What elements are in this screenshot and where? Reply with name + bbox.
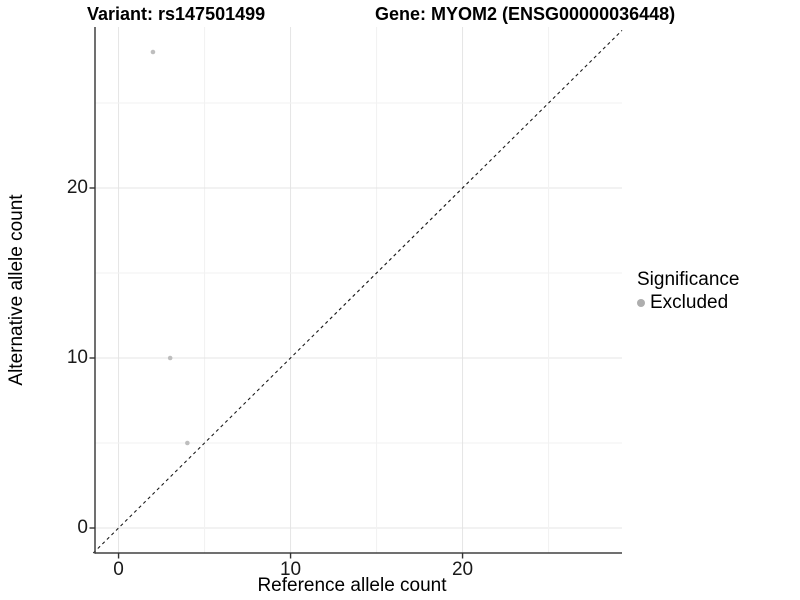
y-tick-label: 20 <box>66 176 88 198</box>
data-point <box>150 49 156 55</box>
legend-title: Significance <box>637 269 740 290</box>
legend-items: Excluded <box>637 292 739 314</box>
x-tick-label: 20 <box>451 559 474 580</box>
plot-title-variant: Variant: rs147501499 <box>87 4 266 24</box>
x-tick-label: 10 <box>279 559 302 580</box>
identity-reference-line <box>92 30 623 554</box>
legend-key-dot-icon <box>637 299 645 307</box>
y-tick-label: 0 <box>77 517 88 538</box>
plot-title-gene: Gene: MYOM2 (ENSG00000036448) <box>375 4 676 24</box>
data-point <box>185 440 190 446</box>
x-axis-title: Reference allele count <box>257 575 447 596</box>
legend-item: Excluded <box>637 292 739 314</box>
legend: Significance Excluded <box>637 268 739 314</box>
data-point <box>167 355 173 361</box>
x-tick-label: 0 <box>113 559 124 580</box>
y-tick-label: 10 <box>66 347 88 368</box>
y-axis-title: Alternative allele count <box>6 194 27 386</box>
legend-item-label: Excluded <box>650 292 729 313</box>
